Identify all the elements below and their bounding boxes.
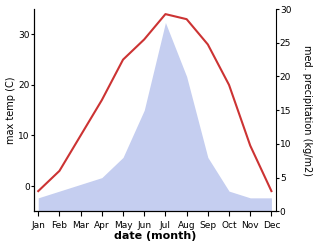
X-axis label: date (month): date (month) [114, 231, 196, 242]
Y-axis label: med. precipitation (kg/m2): med. precipitation (kg/m2) [0, 45, 10, 176]
Y-axis label: max temp (C): max temp (C) [5, 76, 16, 144]
Y-axis label: med. precipitation (kg/m2): med. precipitation (kg/m2) [302, 45, 313, 176]
